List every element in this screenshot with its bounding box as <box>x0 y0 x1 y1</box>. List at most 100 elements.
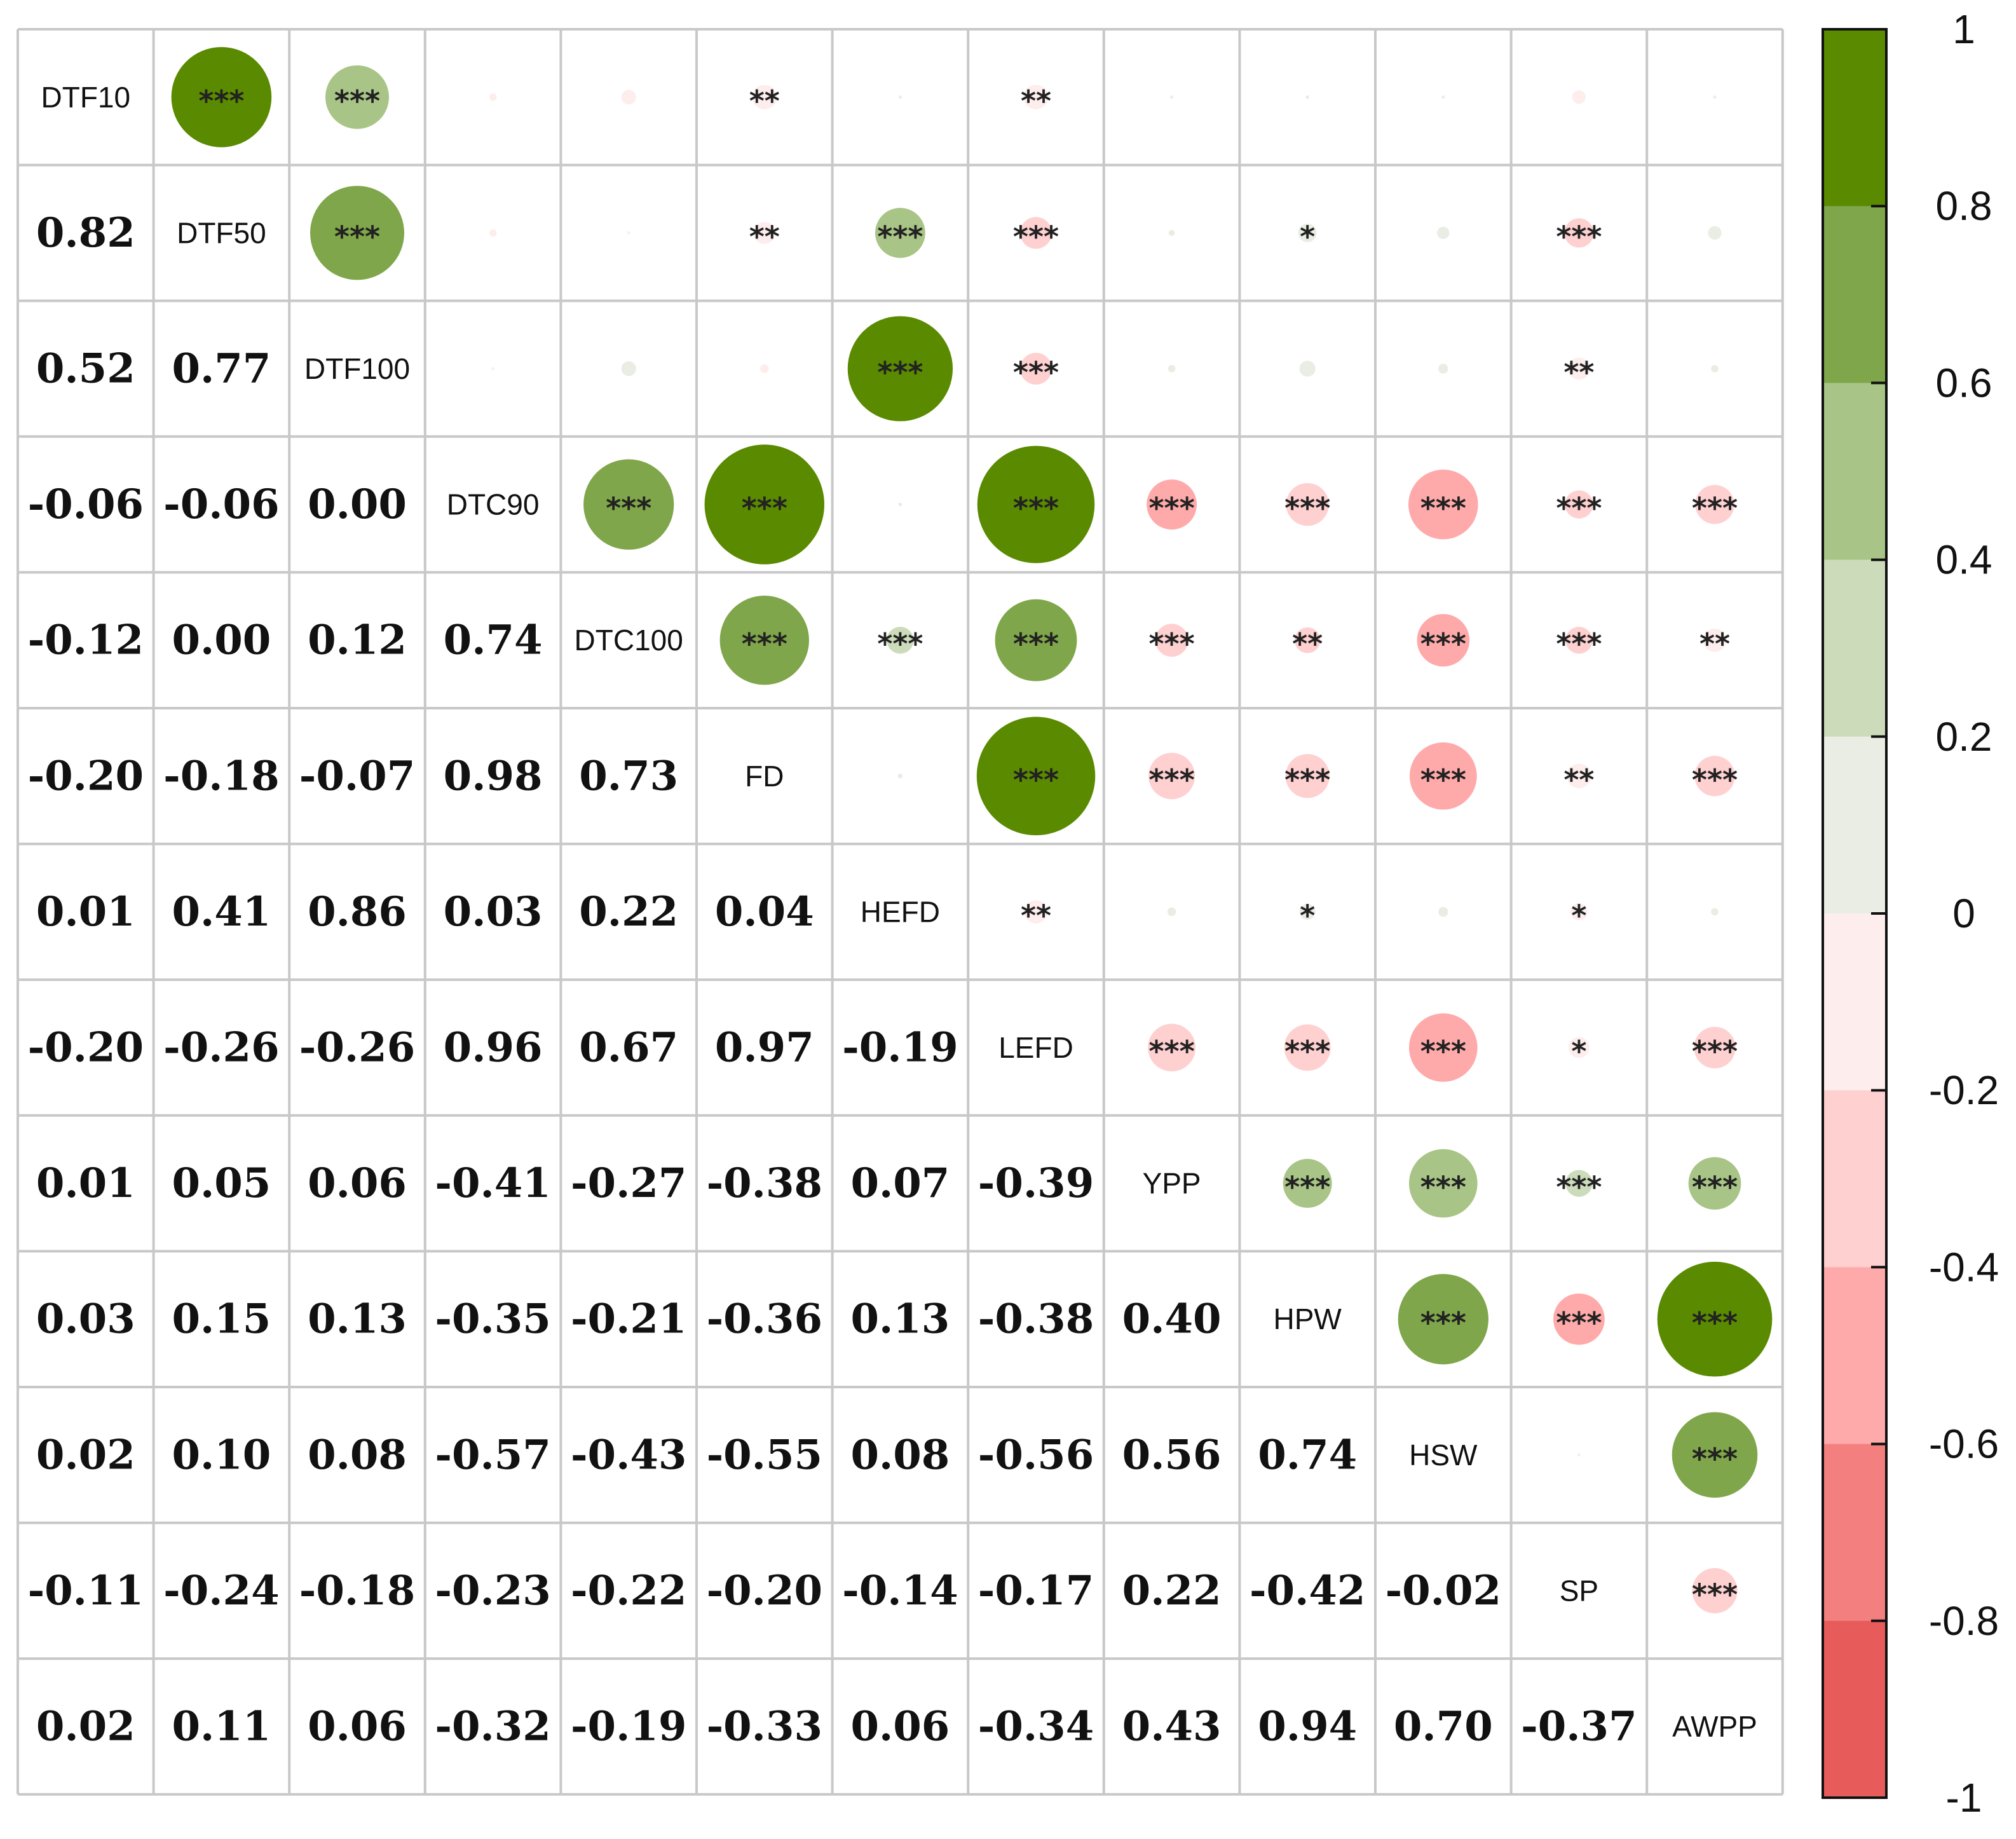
significance-marker: *** <box>1556 1170 1602 1205</box>
significance-marker: *** <box>1284 491 1330 526</box>
correlation-value: 0.56 <box>1122 1431 1222 1479</box>
correlation-circle <box>1299 360 1316 377</box>
matrix-cells: DTF10 *** *** ** **0.82 DTF50 *** ** *** *** * ***0… <box>28 46 1773 1751</box>
correlation-value: 0.96 <box>444 1024 543 1072</box>
correlation-circle <box>171 46 272 147</box>
variable-label-dtc100: DTC100 <box>575 624 683 657</box>
legend-tick-label: -0.4 <box>1929 1244 1999 1290</box>
significance-marker: *** <box>1013 491 1059 526</box>
correlation-value: 0.67 <box>579 1024 678 1072</box>
variable-label-dtc90: DTC90 <box>447 488 540 521</box>
variable-label-hsw: HSW <box>1409 1439 1478 1472</box>
correlation-circle <box>1708 226 1722 240</box>
correlation-value: -0.07 <box>299 752 415 800</box>
correlation-circle <box>583 459 674 550</box>
correlation-circle <box>1148 753 1195 800</box>
correlation-circle <box>1437 226 1450 240</box>
significance-marker: *** <box>742 491 787 526</box>
correlation-circle <box>310 186 405 280</box>
significance-marker: *** <box>1692 1306 1738 1340</box>
correlation-circle <box>760 364 769 373</box>
correlation-circle <box>1711 365 1719 373</box>
correlation-value: 0.22 <box>579 888 678 936</box>
significance-marker: *** <box>1149 1034 1195 1069</box>
correlation-circle <box>489 229 497 237</box>
correlation-circle <box>1438 364 1448 374</box>
correlation-circle <box>897 773 903 779</box>
correlation-circle <box>1408 1013 1478 1082</box>
significance-marker: *** <box>1013 627 1059 661</box>
correlation-value: 0.06 <box>308 1159 407 1207</box>
correlation-value: 0.06 <box>850 1703 950 1751</box>
significance-marker: *** <box>1149 491 1195 526</box>
legend-tick-label: -0.8 <box>1929 1598 1999 1644</box>
correlation-circle <box>995 599 1077 681</box>
correlation-circle <box>1441 95 1445 99</box>
significance-marker: *** <box>1420 627 1466 661</box>
correlation-value: 0.06 <box>308 1703 407 1751</box>
correlation-value: -0.43 <box>571 1431 686 1479</box>
correlation-value: 0.12 <box>308 617 407 664</box>
correlation-value: 0.73 <box>579 752 678 800</box>
correlation-circle <box>1569 1037 1590 1058</box>
significance-marker: *** <box>1692 763 1738 797</box>
correlation-circle <box>1713 95 1717 99</box>
correlation-circle <box>1417 613 1470 667</box>
significance-marker: *** <box>1420 1170 1466 1205</box>
correlation-value: -0.11 <box>28 1567 144 1615</box>
significance-marker: ** <box>749 219 780 254</box>
correlation-value: 0.01 <box>36 1159 135 1207</box>
significance-marker: *** <box>334 84 380 118</box>
correlation-value: -0.39 <box>978 1159 1094 1207</box>
correlation-value: -0.41 <box>435 1159 550 1207</box>
correlation-value: 0.74 <box>1258 1431 1357 1479</box>
correlation-value: 0.11 <box>172 1703 271 1751</box>
correlation-value: -0.34 <box>978 1703 1094 1751</box>
correlation-circle <box>1694 1027 1736 1069</box>
legend-tick-label: 0 <box>1952 891 1975 936</box>
correlation-circle <box>898 502 902 507</box>
significance-marker: * <box>1300 219 1315 254</box>
significance-marker: *** <box>1420 1034 1466 1069</box>
significance-marker: *** <box>1149 627 1195 661</box>
significance-marker: ** <box>1563 763 1594 797</box>
significance-marker: * <box>1571 1034 1586 1069</box>
legend-color-bin <box>1823 1267 1886 1445</box>
legend-tick-label: 0.4 <box>1936 537 1992 583</box>
significance-marker: *** <box>1556 219 1602 254</box>
correlation-circle <box>1408 469 1478 540</box>
correlation-value: -0.36 <box>707 1296 822 1343</box>
legend-color-bin <box>1823 1620 1886 1798</box>
correlation-circle <box>1577 1453 1581 1457</box>
correlation-value: 0.08 <box>850 1431 950 1479</box>
significance-marker: *** <box>198 84 244 118</box>
significance-marker: * <box>1571 898 1586 933</box>
variable-label-awpp: AWPP <box>1672 1710 1757 1743</box>
correlation-circle <box>753 222 776 244</box>
matrix-grid <box>17 28 1784 1796</box>
significance-marker: ** <box>1699 627 1730 661</box>
correlation-value: -0.06 <box>28 481 144 528</box>
correlation-value: 0.74 <box>444 617 543 664</box>
correlation-circle <box>1286 482 1329 526</box>
correlation-circle <box>1711 908 1719 916</box>
correlation-value: 0.10 <box>172 1431 271 1479</box>
correlation-circle <box>1694 756 1735 796</box>
variable-label-fd: FD <box>745 760 784 793</box>
correlation-circle <box>1657 1261 1773 1377</box>
correlation-circle <box>1398 1274 1488 1365</box>
significance-marker: *** <box>1420 763 1466 797</box>
correlation-value: 0.97 <box>715 1024 814 1072</box>
correlation-circle <box>1299 903 1316 920</box>
correlation-circle <box>875 207 925 258</box>
correlation-circle <box>1020 353 1052 385</box>
correlation-circle <box>1168 365 1176 373</box>
correlation-circle <box>1568 357 1590 380</box>
significance-marker: *** <box>1692 491 1738 526</box>
legend-tick-label: 0.2 <box>1936 714 1992 760</box>
correlation-value: -0.02 <box>1386 1567 1501 1615</box>
correlation-circle <box>1285 754 1330 798</box>
correlation-value: -0.14 <box>842 1567 958 1615</box>
correlation-circle <box>1572 90 1586 104</box>
